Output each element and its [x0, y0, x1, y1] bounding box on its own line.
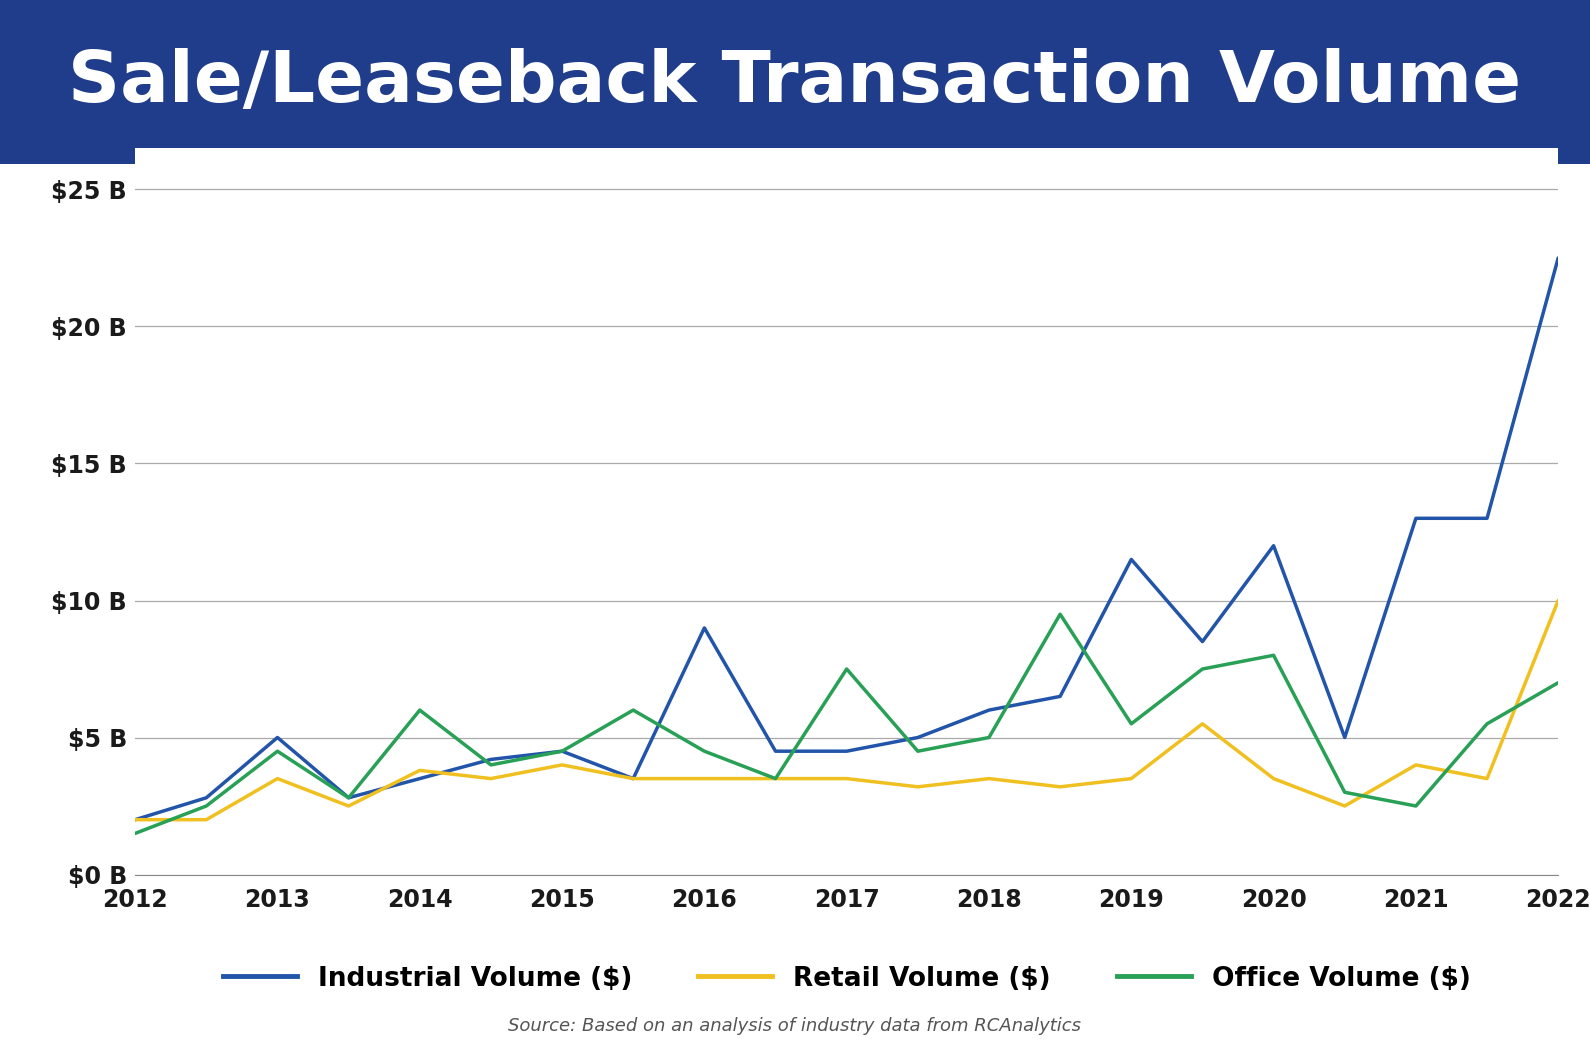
Text: Source: Based on an analysis of industry data from RCAnalytics: Source: Based on an analysis of industry…: [509, 1018, 1081, 1035]
Text: Sale/Leaseback Transaction Volume: Sale/Leaseback Transaction Volume: [68, 48, 1522, 117]
Legend: Industrial Volume ($), Retail Volume ($), Office Volume ($): Industrial Volume ($), Retail Volume ($)…: [211, 955, 1482, 1003]
